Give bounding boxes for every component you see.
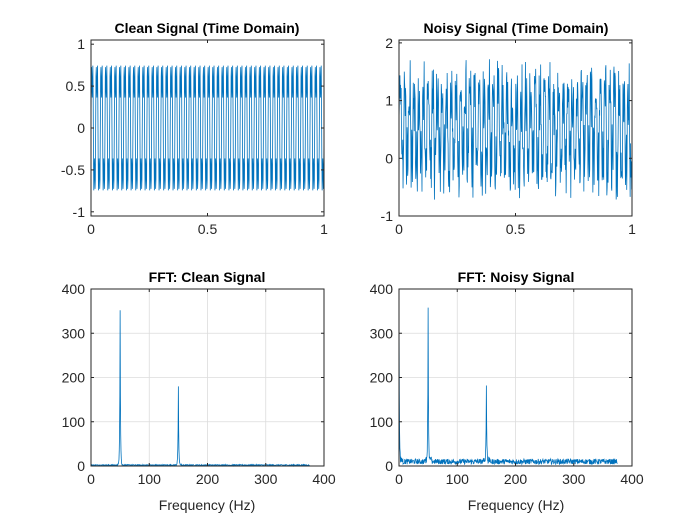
panel-clean-time: Clean Signal (Time Domain) 0 0.5 1 -1 -0.5 0 0… <box>61 20 328 237</box>
y-tick-label: -1 <box>381 208 394 224</box>
x-tick-label: 300 <box>562 471 586 487</box>
series-line <box>398 59 633 200</box>
x-tick-label: 200 <box>196 471 220 487</box>
title-noisy-fft: FFT: Noisy Signal <box>458 269 575 285</box>
y-tick-label: 200 <box>62 370 86 386</box>
y-tick-label: 1 <box>385 93 393 109</box>
y-tick-label: 100 <box>62 414 86 430</box>
xlabel-noisy-fft: Frequency (Hz) <box>468 497 564 513</box>
xlabel-clean-fft: Frequency (Hz) <box>159 497 255 513</box>
y-tick-label: 400 <box>370 281 394 297</box>
x-tick-label: 200 <box>504 471 528 487</box>
x-tick-label: 100 <box>446 471 470 487</box>
series-line <box>90 310 310 467</box>
x-tick-label: 300 <box>254 471 278 487</box>
y-tick-label: 300 <box>62 325 86 341</box>
y-tick-label: 100 <box>370 414 394 430</box>
y-tick-label: 0 <box>385 150 393 166</box>
x-tick-label: 400 <box>312 471 336 487</box>
x-tick-label: 0 <box>87 221 95 237</box>
panel-noisy-fft: FFT: Noisy Signal 0 100 200 300 400 0 100 200 30… <box>370 269 644 513</box>
y-tick-label: 400 <box>62 281 86 297</box>
x-tick-label: 0 <box>395 471 403 487</box>
y-tick-label: 0 <box>77 120 85 136</box>
y-tick-label: 200 <box>370 370 394 386</box>
y-tick-label: -1 <box>73 204 86 220</box>
series-noisy-fft <box>398 297 618 466</box>
x-tick-label: 0 <box>395 221 403 237</box>
x-tick-label: 1 <box>628 221 636 237</box>
x-tick-label: 1 <box>320 221 328 237</box>
series-line <box>398 297 618 466</box>
y-tick-label: 2 <box>385 35 393 51</box>
x-tick-label: 0 <box>87 471 95 487</box>
y-tick-label: -0.5 <box>61 162 85 178</box>
series-clean-fft <box>90 310 310 467</box>
x-tick-label: 400 <box>620 471 644 487</box>
x-tick-label: 0.5 <box>198 221 218 237</box>
title-noisy-time: Noisy Signal (Time Domain) <box>424 20 609 36</box>
series-clean-time <box>90 65 325 191</box>
panel-clean-fft: FFT: Clean Signal 0 100 200 300 400 0 100 200 30… <box>62 269 336 513</box>
y-tick-label: 1 <box>77 36 85 52</box>
title-clean-fft: FFT: Clean Signal <box>149 269 266 285</box>
series-line <box>90 65 325 191</box>
y-tick-label: 0.5 <box>66 78 86 94</box>
y-tick-label: 0 <box>77 458 85 474</box>
y-tick-label: 0 <box>385 458 393 474</box>
x-tick-label: 100 <box>138 471 162 487</box>
title-clean-time: Clean Signal (Time Domain) <box>115 20 300 36</box>
x-tick-label: 0.5 <box>506 221 526 237</box>
series-noisy-time <box>398 59 633 200</box>
y-tick-label: 300 <box>370 325 394 341</box>
